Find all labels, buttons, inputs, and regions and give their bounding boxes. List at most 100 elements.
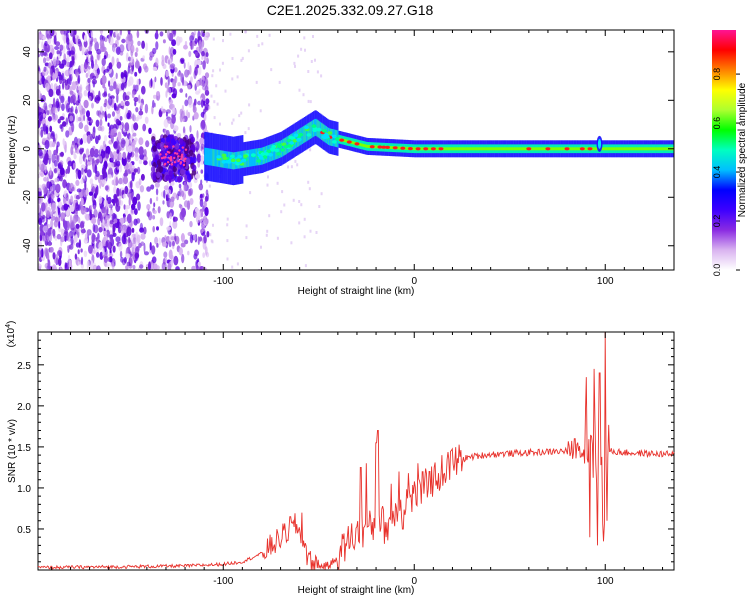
noise-speckle (198, 40, 202, 49)
noise-speckle (221, 61, 224, 65)
ridge-peak (626, 147, 628, 151)
noise-speckle (270, 68, 273, 72)
noise-speckle (40, 33, 44, 40)
blob-core (168, 151, 171, 154)
ridge-core (305, 124, 307, 142)
noise-speckle (103, 135, 108, 142)
noise-speckle (179, 88, 183, 93)
ridge-peak (444, 147, 446, 151)
noise-speckle (51, 153, 56, 164)
ridge-peak (435, 147, 437, 151)
noise-speckle (82, 133, 88, 144)
noise-speckle (64, 69, 70, 77)
ridge-peak (658, 147, 661, 151)
ridge-peak (482, 147, 484, 151)
noise-speckle (124, 185, 129, 195)
noise-speckle (151, 256, 157, 264)
noise-speckle (127, 30, 131, 35)
noise-speckle (68, 259, 73, 269)
ridge-blob (243, 154, 248, 158)
noise-speckle (46, 181, 52, 189)
ridge-peak (445, 147, 447, 151)
noise-speckle (50, 210, 53, 218)
noise-speckle (122, 224, 128, 234)
blob-core (182, 163, 186, 167)
ridge-peak (492, 147, 494, 151)
noise-speckle (49, 246, 54, 253)
noise-speckle (307, 180, 310, 184)
ridge-peak (471, 147, 474, 151)
noise-speckle (138, 178, 142, 186)
noise-speckle (144, 116, 149, 125)
noise-speckle (303, 217, 306, 221)
ridge-peak (429, 147, 431, 151)
ridge-blob (296, 138, 301, 142)
noise-speckle (48, 141, 54, 148)
ridge-peak (657, 147, 659, 151)
noise-speckle (161, 59, 165, 67)
noise-speckle (123, 76, 126, 83)
noise-speckle (180, 233, 185, 243)
noise-speckle (62, 179, 67, 189)
noise-speckle (48, 52, 53, 60)
ridge-peak (612, 147, 615, 151)
ridge-peak (478, 147, 481, 151)
noise-speckle (129, 135, 132, 145)
ridge-peak (655, 147, 657, 151)
noise-speckle (80, 179, 84, 184)
ridge-peak (595, 147, 598, 151)
noise-speckle (101, 179, 107, 184)
ridge-peak (611, 147, 614, 151)
noise-speckle (88, 96, 92, 101)
noise-speckle (226, 257, 229, 261)
noise-speckle (140, 233, 146, 240)
noise-speckle (315, 231, 318, 234)
noise-speckle (59, 175, 63, 182)
noise-speckle (111, 262, 115, 270)
ridge-peak (493, 147, 496, 151)
noise-speckle (61, 103, 65, 111)
noise-speckle (149, 197, 153, 205)
noise-speckle (193, 112, 199, 120)
noise-speckle (193, 234, 197, 241)
noise-speckle (74, 108, 78, 114)
noise-speckle (48, 197, 53, 204)
noise-speckle (47, 62, 52, 69)
noise-speckle (83, 114, 86, 122)
noise-speckle (312, 35, 314, 38)
noise-speckle (92, 131, 95, 138)
ridge-peak (502, 147, 505, 151)
noise-speckle (172, 240, 175, 247)
noise-speckle (181, 190, 185, 198)
ridge-core (248, 149, 251, 167)
blob-core (166, 161, 170, 164)
noise-speckle (124, 100, 130, 107)
noise-speckle (71, 55, 75, 66)
ridge-core (316, 119, 318, 137)
noise-speckle (202, 193, 205, 198)
ridge-hotspot (545, 147, 551, 151)
noise-speckle (56, 141, 60, 148)
ridge-peak (607, 147, 609, 151)
noise-speckle (67, 160, 73, 167)
noise-speckle (97, 126, 103, 131)
noise-speckle (58, 210, 61, 218)
noise-speckle (59, 266, 62, 270)
ridge-peak (389, 146, 391, 149)
snr-frame (37, 331, 675, 571)
ridge-peak (513, 147, 515, 151)
noise-speckle (57, 197, 61, 203)
noise-speckle (130, 208, 135, 215)
noise-speckle (104, 207, 107, 217)
noise-speckle (267, 175, 269, 179)
blob-mark (185, 157, 191, 164)
noise-speckle (173, 255, 179, 266)
snr-y-ticks: 0.5 1.0 1.5 2.0 2.5 (17, 339, 674, 563)
ridge-blob (312, 128, 318, 133)
noise-speckle (231, 57, 234, 60)
ridge-core (308, 122, 310, 140)
noise-speckle (196, 130, 199, 140)
ridge-blob (230, 158, 236, 163)
noise-speckle (213, 116, 216, 120)
noise-speckle (280, 210, 283, 214)
